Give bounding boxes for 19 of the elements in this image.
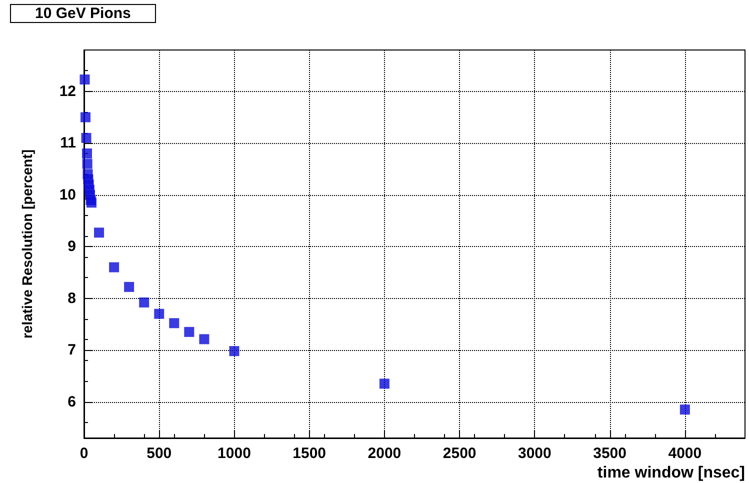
x-axis-title: time window [nsec] (597, 464, 746, 482)
x-tick-label: 4000 (668, 445, 702, 462)
x-tick-label: 2000 (368, 445, 402, 462)
x-tick-label: 2500 (442, 445, 476, 462)
chart-title: 10 GeV Pions (35, 5, 131, 22)
y-tick-label: 10 (59, 186, 76, 204)
y-tick-label: 9 (68, 238, 76, 256)
y-axis-title: relative Resolution [percent] (19, 149, 35, 339)
y-tick-label: 7 (68, 342, 76, 359)
x-tick-label: 3000 (518, 445, 552, 462)
y-tick-label: 6 (68, 393, 76, 410)
x-tick-label: 1000 (218, 445, 251, 462)
x-tick-label: 3500 (593, 445, 626, 462)
y-tick-label: 8 (68, 290, 76, 307)
y-tick-label: 12 (59, 82, 76, 100)
x-tick-label: 1500 (292, 445, 326, 462)
x-tick-label: 0 (80, 445, 88, 462)
y-tick-label: 11 (60, 134, 76, 152)
x-tick-label: 500 (146, 445, 172, 462)
